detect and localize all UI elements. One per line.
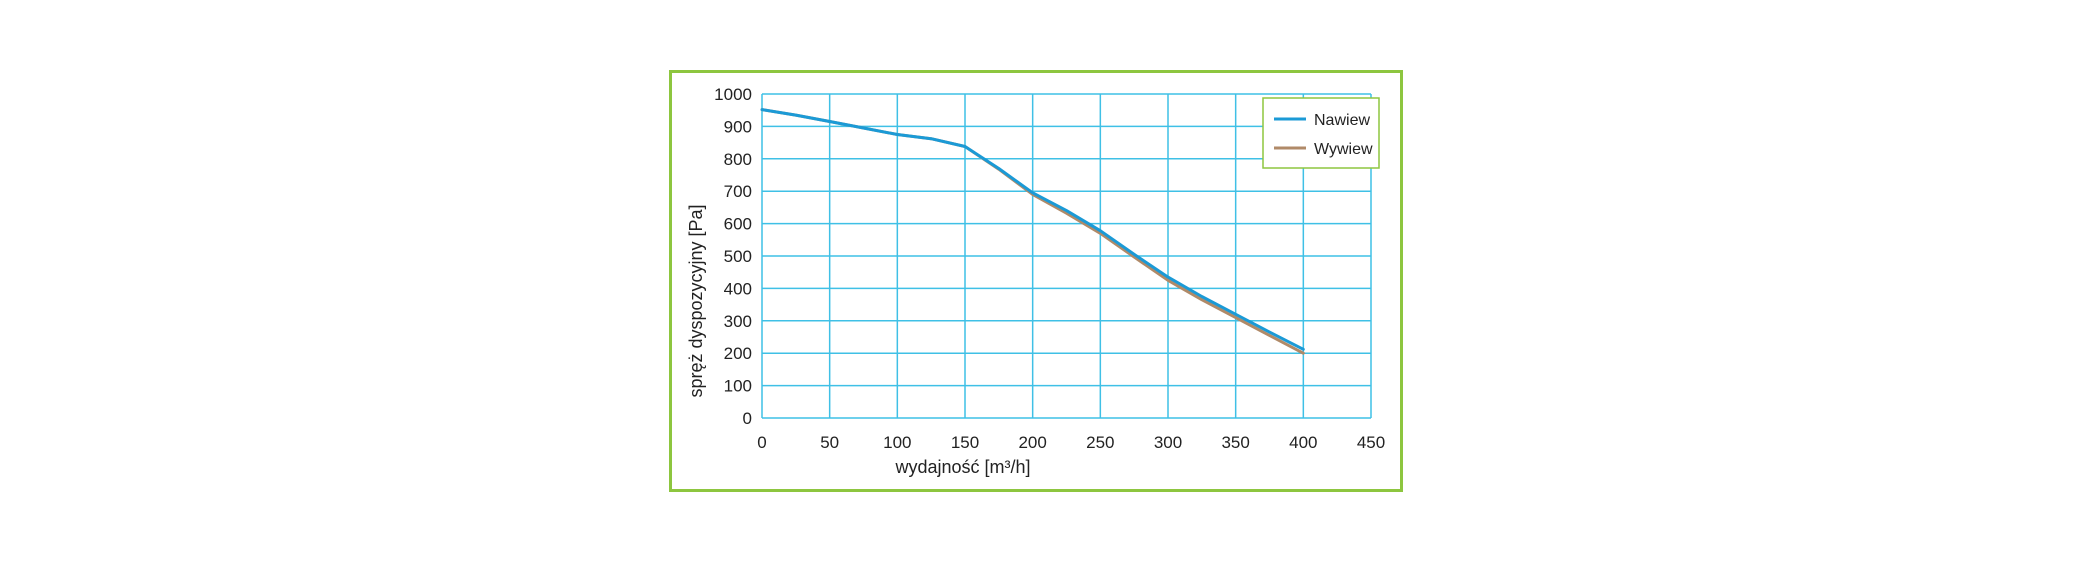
y-tick-label: 300: [724, 312, 752, 331]
y-tick-label: 400: [724, 279, 752, 298]
y-tick-label: 600: [724, 215, 752, 234]
chart-frame: 0 50 100 150 200 250 300 350 400 450 0 100 200 300 40…: [669, 70, 1403, 492]
legend-label: Wywiew: [1314, 141, 1373, 158]
x-tick-label: 300: [1154, 433, 1182, 452]
chart-svg: 0 50 100 150 200 250 300 350 400 450 0 100 200 300 40…: [686, 85, 1385, 477]
y-tick-label: 0: [743, 409, 752, 428]
x-axis-ticks: 0 50 100 150 200 250 300 350 400 450: [757, 433, 1385, 452]
y-tick-label: 900: [724, 117, 752, 136]
y-tick-label: 500: [724, 247, 752, 266]
x-tick-label: 400: [1289, 433, 1317, 452]
x-tick-label: 250: [1086, 433, 1114, 452]
y-axis-ticks: 0 100 200 300 400 500 600 700 800 900 1000: [714, 85, 752, 428]
x-axis-title: wydajność [m³/h]: [894, 457, 1030, 477]
x-tick-label: 150: [951, 433, 979, 452]
y-tick-label: 800: [724, 150, 752, 169]
x-tick-label: 450: [1357, 433, 1385, 452]
legend-label: Nawiew: [1314, 112, 1370, 129]
series-line-nawiew: [760, 108, 1305, 351]
x-tick-label: 100: [883, 433, 911, 452]
series-lines: [760, 108, 1305, 355]
y-axis-title: spręż dyspozycyjny [Pa]: [686, 204, 706, 397]
x-tick-label: 0: [757, 433, 766, 452]
grid: [761, 93, 1372, 419]
legend-box: [1262, 97, 1380, 169]
x-tick-label: 200: [1018, 433, 1046, 452]
y-tick-label: 700: [724, 182, 752, 201]
x-tick-label: 350: [1221, 433, 1249, 452]
y-tick-label: 200: [724, 344, 752, 363]
x-tick-label: 50: [820, 433, 839, 452]
legend: Nawiew Wywiew: [1262, 97, 1380, 169]
y-tick-label: 100: [724, 377, 752, 396]
y-tick-label: 1000: [714, 85, 752, 104]
